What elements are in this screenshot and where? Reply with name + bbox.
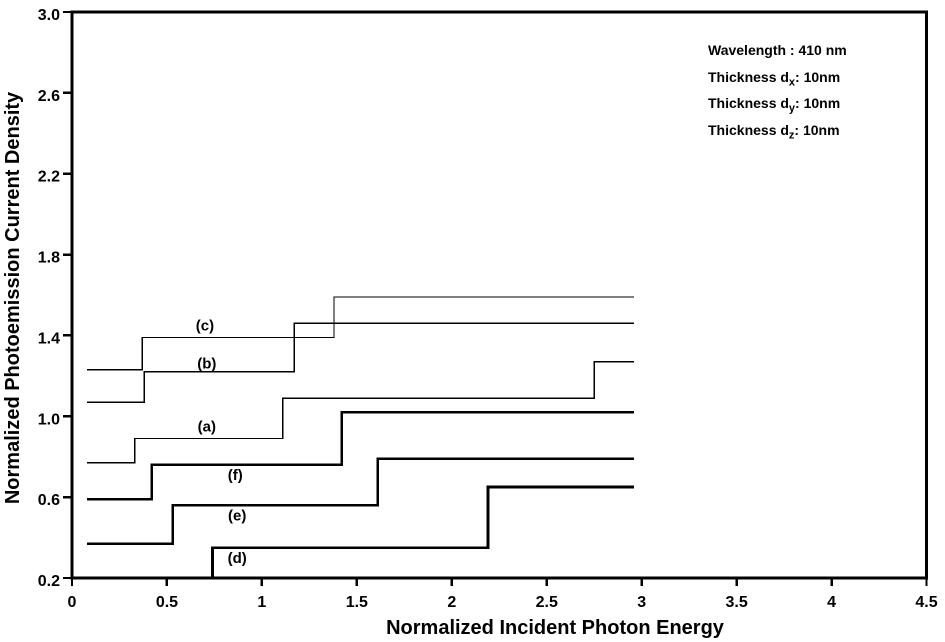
y-axis-title: Normalized Photoemission Current Density [2, 91, 24, 504]
series-label-a: (a) [198, 418, 216, 435]
tick-labels: 0 0.5 1 1.5 2 2.5 3 3.5 4 4.5 0.2 0.6 1.0 1.4 1.8 2.2 2.… [38, 7, 938, 611]
annotation-line: Thickness dx: 10nm [708, 69, 840, 89]
x-tick-label: 0.5 [156, 594, 178, 611]
series-line-c [87, 296, 635, 371]
series-label-e: (e) [228, 507, 246, 524]
annotation-line: Wavelength : 410 nm [708, 42, 847, 58]
y-tick-label: 3.0 [38, 7, 60, 24]
series-labels: (a) (b) (c) (d) (e) (f) [196, 317, 247, 566]
annotation-block: Wavelength : 410 nm Thickness dx: 10nm Thi… [708, 42, 847, 142]
annotation-line: Thickness dy: 10nm [708, 95, 840, 115]
series-line-b [87, 322, 635, 403]
x-axis-title: Normalized Incident Photon Energy [386, 617, 725, 639]
y-tick-label: 1.8 [38, 250, 60, 267]
series-label-f: (f) [228, 467, 243, 484]
y-tick-label: 2.2 [38, 169, 60, 186]
series-label-b: (b) [197, 356, 216, 373]
x-tick-label: 1 [257, 594, 266, 611]
series-label-d: (d) [228, 550, 247, 567]
x-tick-label: 2 [447, 594, 456, 611]
x-tick-label: 4.5 [915, 594, 937, 611]
x-tick-label: 1.5 [346, 594, 368, 611]
plot-border [70, 10, 928, 580]
series-line-f [87, 410, 635, 501]
series-line-e [87, 457, 635, 545]
x-tick-label: 4 [827, 594, 836, 611]
series-label-c: (c) [196, 317, 214, 334]
series-line-a [87, 361, 635, 464]
y-tick-label: 1.0 [38, 411, 60, 428]
y-tick-label: 2.6 [38, 88, 60, 105]
series-lines [87, 296, 635, 578]
annotation-line: Thickness dz: 10nm [708, 122, 840, 142]
x-tick-label: 3.5 [725, 594, 747, 611]
series-line-d [211, 485, 635, 578]
y-tick-label: 1.4 [38, 330, 60, 347]
x-tick-label: 0 [68, 594, 77, 611]
y-tick-label: 0.2 [38, 573, 60, 590]
axis-ticks [63, 10, 928, 586]
y-tick-label: 0.6 [38, 492, 60, 509]
x-tick-label: 3 [637, 594, 646, 611]
x-tick-label: 2.5 [536, 594, 558, 611]
